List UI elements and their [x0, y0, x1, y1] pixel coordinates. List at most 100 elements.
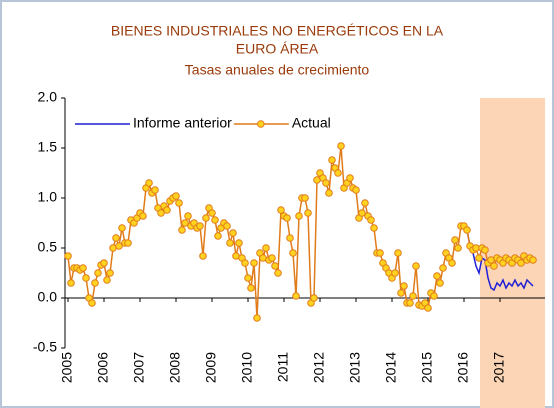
data-point — [151, 186, 159, 194]
x-tick-label: 2008 — [167, 352, 183, 383]
data-point — [244, 274, 252, 282]
data-point — [172, 192, 180, 200]
x-tick-label: 2013 — [347, 352, 363, 383]
data-point — [409, 292, 417, 300]
chart-title: BIENES INDUSTRIALES NO ENERGÉTICOS EN LA — [111, 23, 444, 39]
data-point — [175, 199, 183, 207]
data-point — [253, 314, 261, 322]
data-point — [82, 274, 90, 282]
data-point — [181, 219, 189, 227]
data-point — [67, 279, 75, 287]
legend-label: Informe anterior — [133, 115, 232, 131]
data-point — [277, 206, 285, 214]
data-point — [358, 209, 366, 217]
data-point — [301, 194, 309, 202]
data-point — [412, 262, 420, 270]
x-tick-label: 2006 — [95, 352, 111, 383]
x-tick-label: 2016 — [455, 352, 471, 383]
data-point — [79, 264, 87, 272]
data-point — [214, 232, 222, 240]
data-point — [196, 222, 204, 230]
data-point — [112, 234, 120, 242]
data-point — [283, 214, 291, 222]
data-point — [322, 179, 330, 187]
data-point — [424, 304, 432, 312]
data-point — [103, 276, 111, 284]
data-point — [226, 239, 234, 247]
data-point — [430, 292, 438, 300]
y-tick-label: -0.5 — [33, 339, 57, 355]
data-point — [292, 292, 300, 300]
data-point — [145, 179, 153, 187]
y-tick-label: 0.0 — [38, 289, 58, 305]
y-tick-label: 0.5 — [38, 239, 58, 255]
data-point — [397, 289, 405, 297]
data-point — [106, 269, 114, 277]
x-tick-label: 2012 — [311, 352, 327, 383]
x-tick-label: 2010 — [239, 352, 255, 383]
data-point — [325, 189, 333, 197]
legend-marker — [257, 120, 265, 128]
data-point — [475, 254, 483, 262]
data-point — [370, 224, 378, 232]
data-point — [235, 239, 243, 247]
data-point — [490, 262, 498, 270]
y-tick-label: 1.5 — [38, 139, 58, 155]
chart-title: EURO ÁREA — [236, 41, 319, 57]
data-point — [346, 174, 354, 182]
x-tick-label: 2009 — [203, 352, 219, 383]
data-point — [94, 269, 102, 277]
data-point — [295, 212, 303, 220]
data-point — [376, 249, 384, 257]
x-tick-label: 2005 — [59, 352, 75, 383]
data-point — [310, 294, 318, 302]
data-point — [223, 222, 231, 230]
data-point — [199, 252, 207, 260]
data-point — [334, 169, 342, 177]
data-point — [208, 209, 216, 217]
x-tick-label: 2011 — [275, 352, 291, 382]
data-point — [481, 246, 489, 254]
data-point — [88, 299, 96, 307]
data-point — [247, 284, 255, 292]
data-point — [337, 142, 345, 150]
data-point — [100, 259, 108, 267]
data-point — [367, 216, 375, 224]
data-point — [250, 259, 258, 267]
data-point — [184, 212, 192, 220]
data-point — [352, 186, 360, 194]
data-point — [274, 269, 282, 277]
data-point — [439, 264, 447, 272]
data-point — [328, 156, 336, 164]
data-point — [286, 234, 294, 242]
data-point — [178, 226, 186, 234]
data-point — [124, 239, 132, 247]
x-tick-label: 2017 — [491, 352, 507, 383]
legend-label: Actual — [292, 115, 331, 131]
data-point — [91, 279, 99, 287]
data-point — [118, 224, 126, 232]
data-point — [394, 249, 402, 257]
data-point — [139, 212, 147, 220]
data-point — [361, 199, 369, 207]
data-point — [163, 206, 171, 214]
data-point — [400, 282, 408, 290]
data-point — [268, 254, 276, 262]
data-point — [406, 299, 414, 307]
data-point — [202, 214, 210, 222]
data-point — [529, 256, 537, 264]
data-point — [433, 272, 441, 280]
data-point — [157, 209, 165, 217]
data-point — [211, 216, 219, 224]
data-point — [391, 269, 399, 277]
data-point — [229, 229, 237, 237]
forecast-shade — [480, 98, 545, 408]
data-point — [64, 252, 72, 260]
y-tick-label: 2.0 — [38, 89, 58, 105]
data-point — [304, 209, 312, 217]
data-point — [262, 244, 270, 252]
chart-subtitle: Tasas anuales de crecimiento — [185, 62, 370, 78]
x-tick-label: 2015 — [419, 352, 435, 383]
